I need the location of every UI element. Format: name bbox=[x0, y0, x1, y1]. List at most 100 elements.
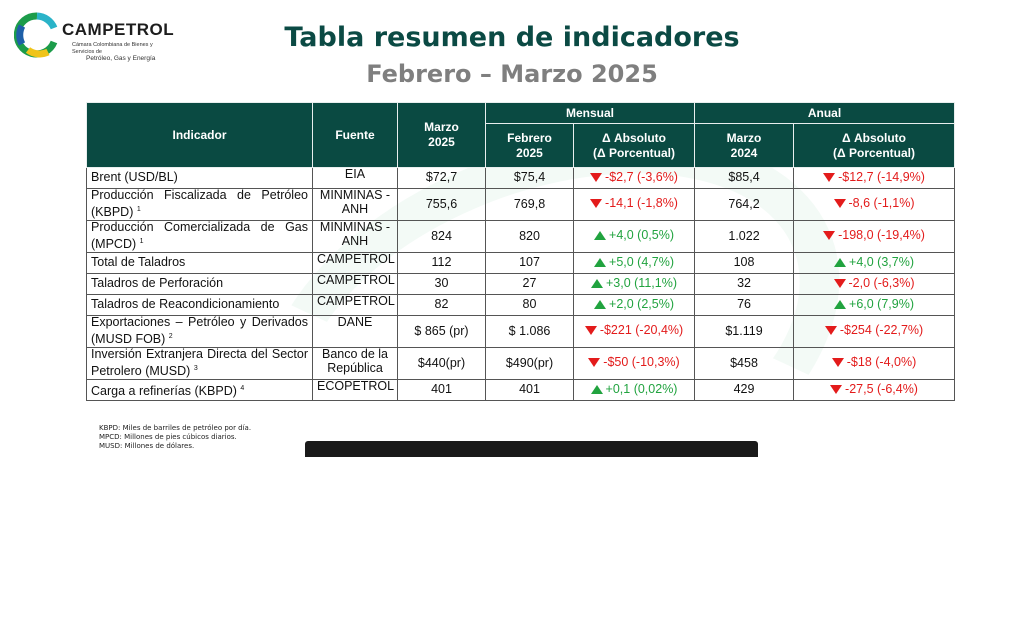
delta-value: -27,5 (-6,4%) bbox=[845, 381, 918, 396]
cell-delta-mensual: +3,0 (11,1%) bbox=[572, 273, 696, 295]
cell-marzo-2025: $440(pr) bbox=[397, 347, 486, 380]
cell-febrero-2025: 820 bbox=[485, 220, 574, 253]
delta-value: -198,0 (-19,4%) bbox=[838, 228, 925, 243]
cell-febrero-2025: $ 1.086 bbox=[485, 315, 574, 348]
cell-marzo-2025: 30 bbox=[397, 273, 486, 295]
footnote-ref: 1 bbox=[139, 237, 144, 245]
table-row: Total de Taladros CAMPETROL 112 107 +5,0 (4,… bbox=[86, 252, 956, 274]
table-row: Brent (USD/BL) EIA $72,7 $75,4 -$2,7 (-3,6%)… bbox=[86, 167, 956, 189]
cell-delta-mensual: +2,0 (2,5%) bbox=[572, 294, 696, 316]
cell-febrero-2025: $75,4 bbox=[485, 167, 574, 189]
delta-value: +5,0 (4,7%) bbox=[609, 254, 674, 269]
cell-delta-mensual: -$221 (-20,4%) bbox=[572, 315, 696, 348]
footnote-ref: 1 bbox=[136, 205, 141, 213]
cell-indicador: Producción Fiscalizada de Petróleo (KBPD… bbox=[86, 188, 313, 221]
cell-marzo-2024: $1.119 bbox=[694, 315, 795, 348]
cell-febrero-2025: 27 bbox=[485, 273, 574, 295]
triangle-up-icon bbox=[594, 257, 607, 267]
cell-delta-mensual: +4,0 (0,5%) bbox=[572, 220, 696, 253]
cell-indicador: Total de Taladros bbox=[86, 252, 313, 274]
cell-delta-mensual: +5,0 (4,7%) bbox=[572, 252, 696, 274]
cell-marzo-2025: $72,7 bbox=[397, 167, 486, 189]
cell-marzo-2025: 755,6 bbox=[397, 188, 486, 221]
cell-delta-anual: +6,0 (7,9%) bbox=[793, 294, 956, 316]
cell-indicador: Inversión Extranjera Directa del Sector … bbox=[86, 347, 313, 380]
table-row: Producción Fiscalizada de Petróleo (KBPD… bbox=[86, 188, 956, 221]
triangle-down-icon bbox=[831, 358, 844, 368]
page-subtitle: Febrero – Marzo 2025 bbox=[366, 60, 658, 88]
triangle-up-icon bbox=[591, 278, 603, 288]
table-row: Producción Comercializada de Gas (MPCD) … bbox=[86, 220, 956, 253]
cell-fuente: EIA bbox=[312, 167, 398, 189]
triangle-up-icon bbox=[594, 231, 607, 241]
table-body: Brent (USD/BL) EIA $72,7 $75,4 -$2,7 (-3,6%)… bbox=[86, 167, 956, 401]
triangle-down-icon bbox=[590, 199, 603, 209]
indicador-label: Producción Fiscalizada de Petróleo (KBPD… bbox=[91, 188, 308, 220]
table-row: Carga a refinerías (KBPD) 4 ECOPETROL 401 4… bbox=[86, 379, 956, 401]
triangle-down-icon bbox=[590, 172, 603, 182]
triangle-down-icon bbox=[824, 326, 837, 336]
cell-marzo-2024: 108 bbox=[694, 252, 795, 274]
cell-fuente: MINMINAS - ANH bbox=[312, 188, 398, 221]
delta-value: -$254 (-22,7%) bbox=[839, 323, 924, 338]
header-delta-anual: Δ Absoluto (Δ Porcentual) bbox=[793, 123, 956, 168]
cell-indicador: Brent (USD/BL) bbox=[86, 167, 313, 189]
delta-value: -$50 (-10,3%) bbox=[603, 355, 680, 370]
indicador-label: Total de Taladros bbox=[91, 255, 186, 270]
indicador-label: Producción Comercializada de Gas (MPCD) bbox=[91, 220, 308, 252]
cell-marzo-2024: 429 bbox=[694, 379, 795, 401]
triangle-up-icon bbox=[594, 299, 607, 309]
triangle-down-icon bbox=[833, 278, 846, 288]
indicador-label: Brent (USD/BL) bbox=[91, 170, 178, 185]
footnote: MPCD: Millones de pies cúbicos diarios. bbox=[99, 433, 237, 441]
delta-value: -$221 (-20,4%) bbox=[599, 323, 684, 338]
cell-fuente: CAMPETROL bbox=[312, 294, 398, 316]
cell-fuente: CAMPETROL bbox=[312, 252, 398, 274]
delta-value: +6,0 (7,9%) bbox=[849, 296, 914, 311]
cell-marzo-2025: $ 865 (pr) bbox=[397, 315, 486, 348]
indicators-table: Indicador Fuente Marzo 2025 Mensual Anual… bbox=[86, 102, 956, 401]
logo-mark-icon bbox=[14, 12, 58, 58]
triangle-down-icon bbox=[833, 199, 846, 209]
header-mensual: Mensual bbox=[484, 102, 696, 124]
header-marzo-2025: Marzo 2025 bbox=[397, 102, 486, 168]
indicador-label: Inversión Extranjera Directa del Sector … bbox=[91, 347, 308, 379]
footnote: KBPD: Miles de barriles de petróleo por … bbox=[99, 424, 252, 432]
indicador-label: Taladros de Perforación bbox=[91, 276, 224, 291]
delta-value: -$12,7 (-14,9%) bbox=[838, 169, 925, 184]
delta-value: -8,6 (-1,1%) bbox=[848, 196, 915, 211]
triangle-up-icon bbox=[834, 257, 847, 267]
cell-marzo-2024: 764,2 bbox=[694, 188, 795, 221]
cell-indicador: Producción Comercializada de Gas (MPCD) … bbox=[86, 220, 313, 253]
indicador-label: Exportaciones – Petróleo y Derivados (MU… bbox=[91, 315, 308, 347]
triangle-down-icon bbox=[830, 384, 843, 394]
table-row: Exportaciones – Petróleo y Derivados (MU… bbox=[86, 315, 956, 348]
cell-marzo-2025: 112 bbox=[397, 252, 486, 274]
campetrol-logo: CAMPETROL Cámara Colombiana de Bienes y … bbox=[14, 12, 174, 62]
header-fuente: Fuente bbox=[312, 102, 398, 168]
cell-delta-mensual: -$2,7 (-3,6%) bbox=[572, 167, 696, 189]
cell-febrero-2025: 107 bbox=[485, 252, 574, 274]
cell-febrero-2025: 401 bbox=[485, 379, 574, 401]
logo-tagline-2: Petróleo, Gas y Energía bbox=[86, 55, 156, 62]
footnotes: KBPD: Miles de barriles de petróleo por … bbox=[99, 424, 251, 451]
header-indicador: Indicador bbox=[86, 102, 313, 168]
cell-fuente: ECOPETROL bbox=[312, 379, 398, 401]
cell-delta-anual: -$254 (-22,7%) bbox=[793, 315, 956, 348]
cell-marzo-2024: $85,4 bbox=[694, 167, 795, 189]
cell-marzo-2025: 824 bbox=[397, 220, 486, 253]
header-febrero-2025: Febrero 2025 bbox=[485, 123, 574, 168]
footnote-ref: 2 bbox=[168, 332, 173, 340]
triangle-down-icon bbox=[584, 326, 597, 336]
cell-marzo-2024: $458 bbox=[694, 347, 795, 380]
cell-delta-anual: -$12,7 (-14,9%) bbox=[793, 167, 956, 189]
delta-value: +4,0 (3,7%) bbox=[849, 254, 914, 269]
table-row: Inversión Extranjera Directa del Sector … bbox=[86, 347, 956, 380]
table-row: Taladros de Reacondicionamiento CAMPETROL… bbox=[86, 294, 956, 316]
table-row: Taladros de Perforación CAMPETROL 30 27 +3,0… bbox=[86, 273, 956, 295]
delta-value: -$18 (-4,0%) bbox=[846, 355, 917, 370]
triangle-down-icon bbox=[823, 231, 836, 241]
cell-delta-anual: -2,0 (-6,3%) bbox=[793, 273, 956, 295]
cell-marzo-2024: 76 bbox=[694, 294, 795, 316]
cell-fuente: CAMPETROL bbox=[312, 273, 398, 295]
